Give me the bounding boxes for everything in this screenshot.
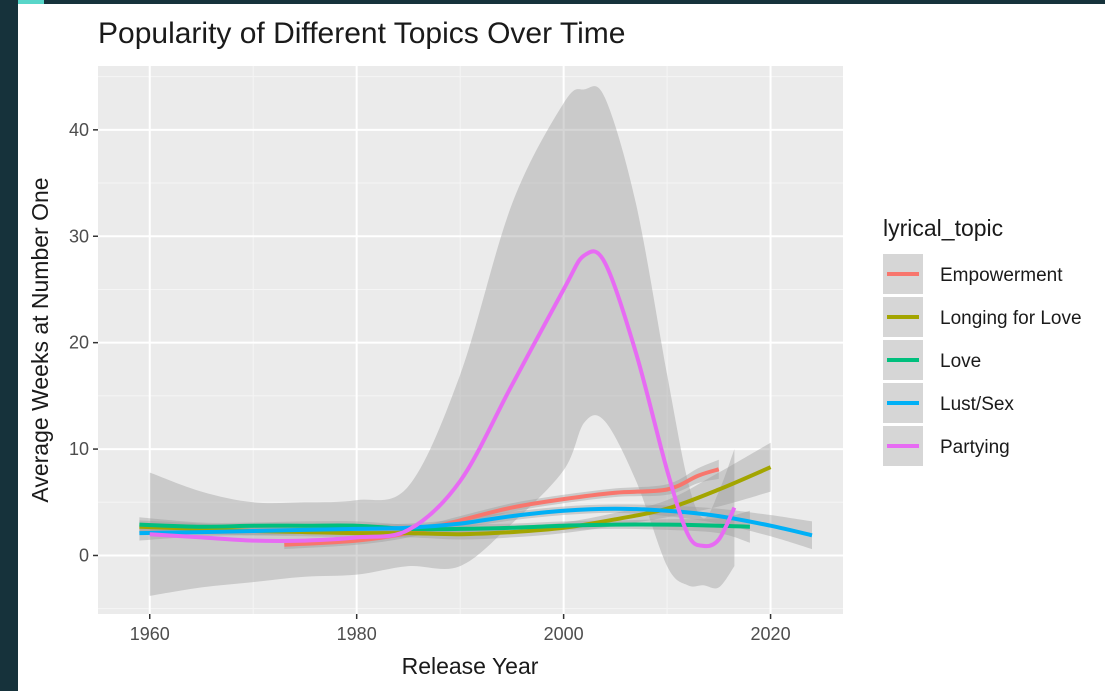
band-partying — [149, 86, 735, 596]
x-tick-label: 2000 — [544, 624, 584, 644]
legend-label-lust-sex: Lust/Sex — [940, 394, 1014, 415]
y-tick-label: 10 — [69, 439, 89, 459]
series-line-love — [139, 522, 750, 532]
band-longing-for-love — [139, 442, 771, 540]
window-corner-accent — [18, 0, 44, 4]
y-tick-label: 0 — [79, 545, 89, 565]
legend-label-partying: Partying — [940, 437, 1010, 458]
legend-title: lyrical_topic — [883, 215, 1003, 241]
y-tick-label: 30 — [69, 226, 89, 246]
y-tick-label: 20 — [69, 333, 89, 353]
grid-lines — [98, 66, 843, 614]
y-tick-label: 40 — [69, 120, 89, 140]
y-axis-title: Average Weeks at Number One — [27, 177, 53, 502]
x-axis: 1960 1980 2000 2020 — [130, 614, 791, 644]
legend-label-empowerment: Empowerment — [940, 265, 1063, 286]
x-tick-label: 1960 — [130, 624, 170, 644]
x-tick-label: 1980 — [337, 624, 377, 644]
y-axis: 0 10 20 30 40 — [69, 120, 98, 565]
legend: lyrical_topic Empowerment Longing for Lov… — [883, 215, 1082, 466]
legend-label-longing-for-love: Longing for Love — [940, 308, 1082, 329]
legend-label-love: Love — [940, 351, 981, 372]
x-axis-title: Release Year — [402, 653, 539, 679]
series-line-lust-sex — [139, 506, 813, 538]
x-tick-label: 2020 — [751, 624, 791, 644]
chart-title: Popularity of Different Topics Over Time — [98, 17, 625, 50]
series-lines — [139, 249, 813, 549]
series-line-partying — [149, 249, 737, 549]
